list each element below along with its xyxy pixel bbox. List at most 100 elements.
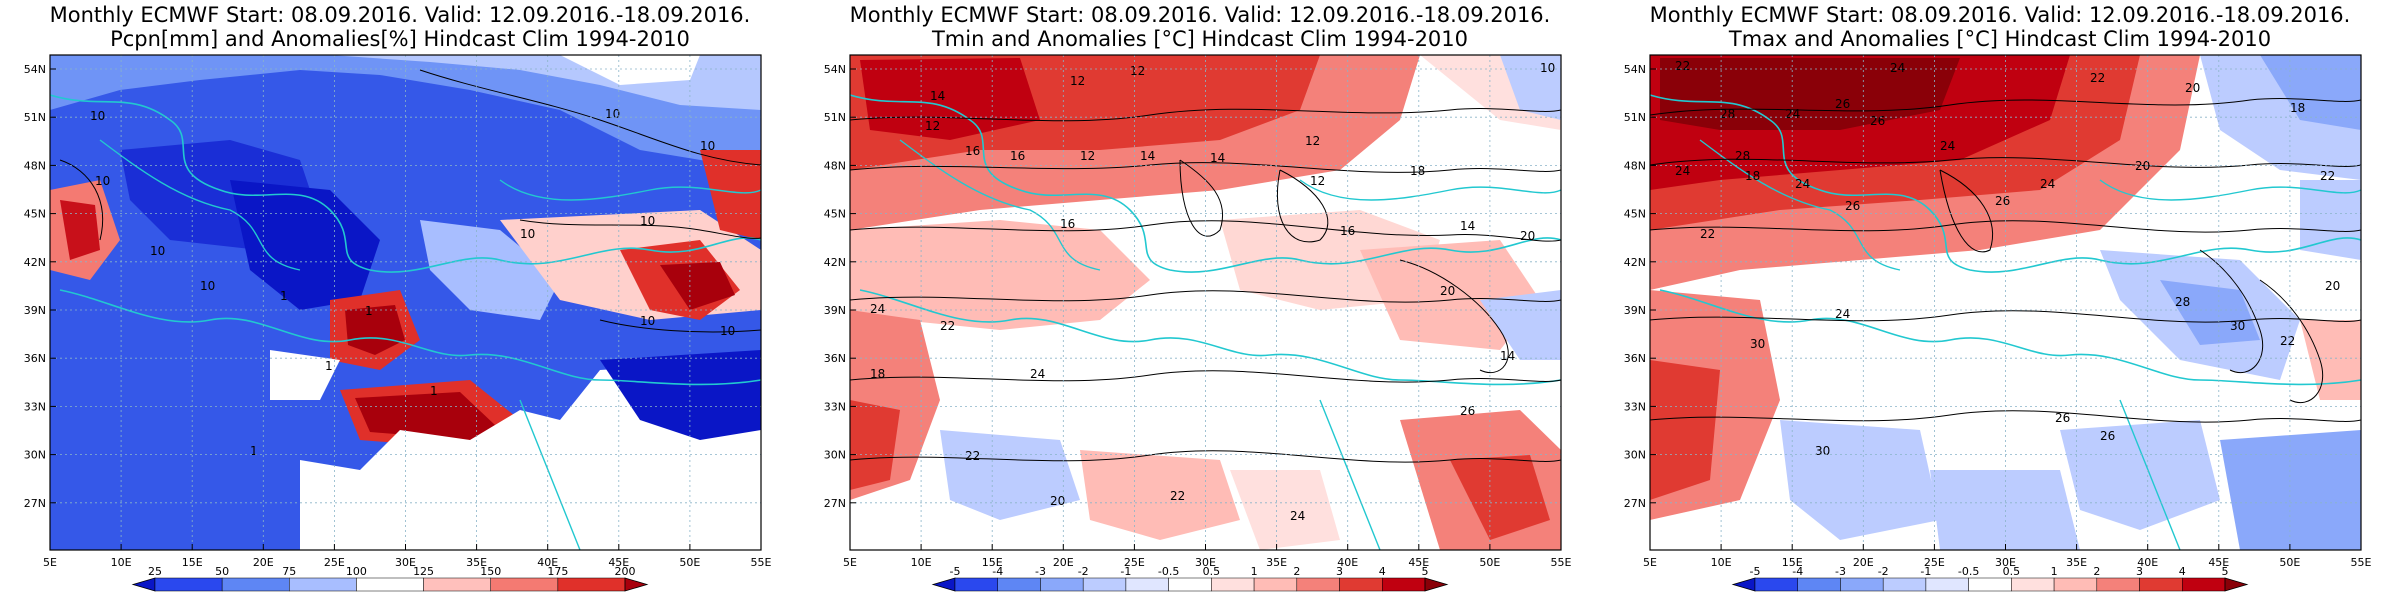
lon-tick-label: 55E (2351, 556, 2372, 569)
tmin-colorbar: -5 -4 -3 -2 -1 -0.5 0.5 1 2 3 4 5 (931, 565, 1449, 592)
lat-tick-label: 45N (824, 208, 846, 221)
colorbar-tick-label: 150 (480, 565, 501, 578)
colorbar-tick-label: 50 (215, 565, 229, 578)
svg-text:22: 22 (965, 449, 980, 463)
colorbar-segment (423, 577, 491, 592)
lon-tick-label: 55E (751, 556, 772, 569)
lon-tick-label: 35E (2066, 556, 2087, 569)
svg-text:22: 22 (1675, 59, 1690, 73)
colorbar-segment (1253, 577, 1298, 592)
colorbar-tick-label: -2 (1878, 565, 1889, 578)
svg-text:20: 20 (1050, 494, 1065, 508)
svg-text:26: 26 (1870, 114, 1885, 128)
colorbar-tick-label: 5 (2222, 565, 2229, 578)
svg-text:22: 22 (2280, 334, 2295, 348)
svg-text:26: 26 (1460, 404, 1475, 418)
svg-text:22: 22 (940, 319, 955, 333)
colorbar-segment (2096, 577, 2140, 592)
colorbar-tick-label: 4 (1379, 565, 1386, 578)
svg-text:1: 1 (365, 304, 373, 318)
lon-tick-label: 30E (1995, 556, 2016, 569)
svg-text:16: 16 (965, 144, 980, 158)
lon-tick-label: 10E (111, 556, 132, 569)
lat-tick-label: 30N (824, 449, 846, 462)
svg-text:24: 24 (1940, 139, 1955, 153)
lat-tick-label: 42N (24, 256, 46, 269)
lon-tick-label: 5E (43, 556, 57, 569)
lat-tick-label: 33N (1624, 400, 1646, 413)
svg-text:22: 22 (1700, 227, 1715, 241)
colorbar-tick-label: 200 (615, 565, 636, 578)
lon-tick-label: 50E (679, 556, 700, 569)
colorbar-arrow-right (2224, 577, 2249, 592)
svg-text:10: 10 (150, 244, 165, 258)
svg-text:10: 10 (700, 139, 715, 153)
colorbar-tick-label: 2 (1293, 565, 1300, 578)
svg-text:10: 10 (720, 324, 735, 338)
lon-tick-label: 10E (1711, 556, 1732, 569)
lat-tick-label: 45N (24, 208, 46, 221)
lon-tick-label: 25E (324, 556, 345, 569)
lon-tick-label: 15E (982, 556, 1003, 569)
lat-tick-label: 39N (1624, 304, 1646, 317)
lat-tick-label: 30N (24, 449, 46, 462)
lon-tick-label: 40E (537, 556, 558, 569)
svg-text:1: 1 (280, 289, 288, 303)
lon-tick-label: 45E (608, 556, 629, 569)
lon-tick-label: 50E (1479, 556, 1500, 569)
colorbar-tick-label: 1 (2051, 565, 2058, 578)
lat-tick-label: 30N (1624, 449, 1646, 462)
colorbar-tick-label: 1 (1251, 565, 1258, 578)
colorbar-tick-label: -3 (1035, 565, 1046, 578)
svg-text:10: 10 (1540, 61, 1555, 75)
lon-tick-label: 35E (466, 556, 487, 569)
lat-tick-label: 27N (24, 497, 46, 510)
svg-text:12: 12 (925, 119, 940, 133)
colorbar-arrow-right (624, 577, 649, 592)
lon-tick-label: 40E (2137, 556, 2158, 569)
colorbar-segment (154, 577, 223, 592)
lat-tick-label: 27N (1624, 497, 1646, 510)
colorbar-segment (1797, 577, 1841, 592)
colorbar-arrow-right (1424, 577, 1449, 592)
svg-text:18: 18 (2290, 101, 2305, 115)
colorbar-segment (1040, 577, 1084, 592)
colorbar-arrow-left (931, 577, 956, 592)
colorbar-tick-label: 175 (547, 565, 568, 578)
svg-text:28: 28 (2175, 295, 2190, 309)
precip-title-line2: Pcpn[mm] and Anomalies[%] Hindcast Clim … (110, 27, 690, 51)
colorbar-segment (1925, 577, 1969, 592)
svg-text:12: 12 (1080, 149, 1095, 163)
tmax-anomaly-field: 22 24 24 22 20 18 28 26 26 24 28 24 22 1… (1650, 55, 2361, 550)
tmin-title-line1: Monthly ECMWF Start: 08.09.2016. Valid: … (849, 3, 1551, 27)
svg-text:12: 12 (1130, 64, 1145, 78)
colorbar-tick-label: 125 (413, 565, 434, 578)
tmax-title-line2: Tmax and Anomalies [°C] Hindcast Clim 19… (1728, 27, 2272, 51)
svg-text:20: 20 (1520, 229, 1535, 243)
colorbar-segment (1125, 577, 1169, 592)
colorbar-tick-label: 100 (346, 565, 367, 578)
lat-tick-label: 36N (24, 352, 46, 365)
colorbar-segment (221, 577, 290, 592)
colorbar-tick-label: 25 (148, 565, 162, 578)
svg-text:1: 1 (430, 384, 438, 398)
lat-tick-label: 48N (824, 159, 846, 172)
colorbar-segment (1296, 577, 1340, 592)
colorbar-tick-label: 5 (1422, 565, 1429, 578)
colorbar-segment (1339, 577, 1383, 592)
colorbar-arrow-left (131, 577, 156, 592)
lat-tick-label: 51N (1624, 111, 1646, 124)
svg-text:18: 18 (1410, 164, 1425, 178)
precip-colorbar: 25 50 75 100 125 150 175 200 (131, 565, 649, 592)
colorbar-tick-label: 3 (1336, 565, 1343, 578)
colorbar-segment (2182, 577, 2226, 592)
lon-tick-label: 5E (843, 556, 857, 569)
svg-text:10: 10 (605, 107, 620, 121)
svg-text:10: 10 (640, 314, 655, 328)
svg-text:28: 28 (1735, 149, 1750, 163)
lon-tick-label: 50E (2279, 556, 2300, 569)
svg-text:10: 10 (640, 214, 655, 228)
svg-text:12: 12 (1070, 74, 1085, 88)
colorbar-tick-label: 0.5 (2003, 565, 2021, 578)
tmin-title-line2: Tmin and Anomalies [°C] Hindcast Clim 19… (931, 27, 1469, 51)
